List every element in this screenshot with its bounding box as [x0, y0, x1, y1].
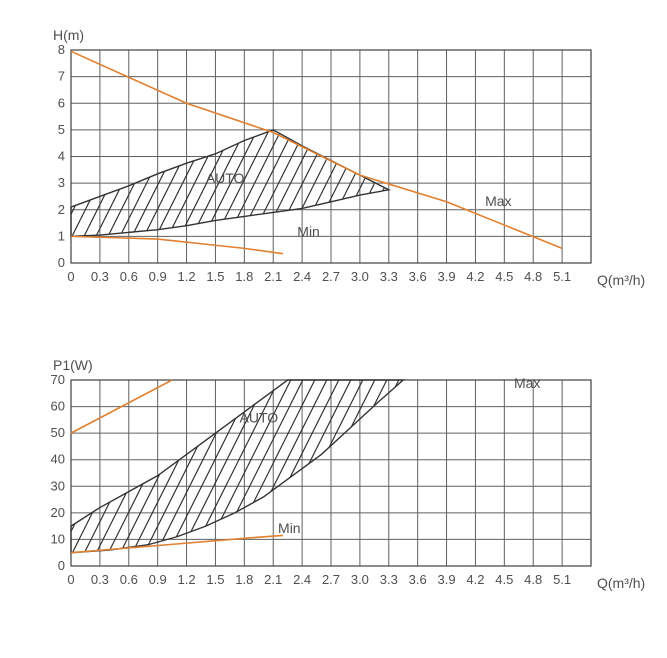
x-tick-label: 3.3 [380, 269, 398, 284]
x-tick-label: 2.1 [264, 572, 282, 587]
head_chart-max_curve [71, 51, 562, 248]
y-tick-label: 30 [51, 478, 65, 493]
x-tick-label: 0.3 [91, 572, 109, 587]
x-tick-label: 0 [67, 572, 74, 587]
y-tick-label: 0 [58, 255, 65, 270]
y-tick-label: 1 [58, 228, 65, 243]
head_chart-min_curve [71, 236, 283, 253]
x-tick-label: 0.6 [120, 269, 138, 284]
x-tick-label: 2.7 [322, 572, 340, 587]
x-tick-label: 0.6 [120, 572, 138, 587]
x-tick-label: 0 [67, 269, 74, 284]
x-tick-label: 2.7 [322, 269, 340, 284]
x-tick-label: 1.2 [178, 572, 196, 587]
head_chart-x-axis-title: Q(m³/h) [597, 272, 645, 288]
x-tick-label: 0.9 [149, 269, 167, 284]
y-tick-label: 40 [51, 452, 65, 467]
y-tick-label: 2 [58, 202, 65, 217]
power_chart-min_curve [71, 535, 283, 552]
x-tick-label: 4.2 [466, 572, 484, 587]
y-tick-label: 6 [58, 95, 65, 110]
x-tick-label: 4.5 [495, 572, 513, 587]
pump-curves-figure: H(m) Q(m³/h) 0 1 2 3 4 5 6 7 8 0 0.3 0.6 0.9 1.2 1.5 1.8 2… [20, 20, 667, 638]
power_chart-min_curve-label: Min [278, 520, 301, 536]
power_chart-auto-label: AUTO [240, 410, 279, 426]
x-tick-label: 4.5 [495, 269, 513, 284]
x-tick-label: 2.4 [293, 572, 311, 587]
y-tick-label: 3 [58, 175, 65, 190]
head_chart-y-axis-title: H(m) [53, 27, 84, 43]
power_chart-max_curve-label: Max [514, 375, 540, 391]
x-tick-label: 3.3 [380, 572, 398, 587]
y-tick-label: 7 [58, 69, 65, 84]
x-tick-label: 3.0 [351, 269, 369, 284]
x-tick-label: 1.8 [235, 269, 253, 284]
power_chart-y-axis-title: P1(W) [53, 357, 93, 373]
x-tick-label: 3.6 [409, 269, 427, 284]
y-tick-label: 70 [51, 372, 65, 387]
x-tick-label: 5.1 [553, 269, 571, 284]
x-tick-label: 4.8 [524, 572, 542, 587]
x-tick-label: 0.3 [91, 269, 109, 284]
x-tick-label: 1.8 [235, 572, 253, 587]
x-tick-label: 2.1 [264, 269, 282, 284]
y-tick-label: 10 [51, 531, 65, 546]
y-tick-label: 4 [58, 149, 65, 164]
x-tick-label: 3.9 [438, 269, 456, 284]
x-tick-label: 3.0 [351, 572, 369, 587]
y-tick-label: 5 [58, 122, 65, 137]
y-tick-label: 60 [51, 399, 65, 414]
y-tick-label: 20 [51, 505, 65, 520]
x-tick-label: 1.5 [206, 269, 224, 284]
x-tick-label: 4.2 [466, 269, 484, 284]
x-tick-label: 1.2 [178, 269, 196, 284]
y-tick-label: 8 [58, 42, 65, 57]
x-tick-label: 1.5 [206, 572, 224, 587]
x-tick-label: 3.6 [409, 572, 427, 587]
x-tick-label: 2.4 [293, 269, 311, 284]
head_chart-max_curve-label: Max [485, 193, 511, 209]
head_chart-auto-label: AUTO [206, 170, 245, 186]
x-tick-label: 4.8 [524, 269, 542, 284]
x-tick-label: 0.9 [149, 572, 167, 587]
y-tick-label: 0 [58, 558, 65, 573]
x-tick-label: 3.9 [438, 572, 456, 587]
power_chart-x-axis-title: Q(m³/h) [597, 575, 645, 591]
y-tick-label: 50 [51, 425, 65, 440]
x-tick-label: 5.1 [553, 572, 571, 587]
head_chart-min_curve-label: Min [297, 223, 320, 239]
